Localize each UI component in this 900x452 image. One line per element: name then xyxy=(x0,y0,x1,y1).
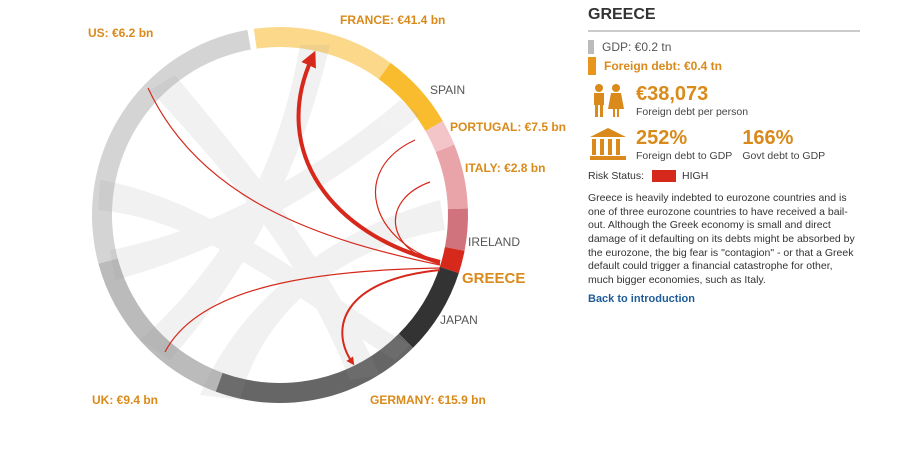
bank-icon xyxy=(590,128,626,160)
segment-label: ITALY: €2.8 bn xyxy=(465,161,545,175)
per-person-value: €38,073 xyxy=(636,83,709,105)
risk-label: Risk Status: xyxy=(588,170,645,182)
ring-segment[interactable] xyxy=(378,62,443,132)
foreign-gdp-value: 252% xyxy=(636,127,688,149)
description: Greece is heavily indebted to eurozone c… xyxy=(588,192,855,286)
segment-label: GERMANY: €15.9 bn xyxy=(370,393,486,407)
ring-segment[interactable] xyxy=(91,29,251,264)
ring-segment[interactable] xyxy=(435,144,468,210)
segment-label: GREECE xyxy=(462,270,525,287)
ring-segment[interactable] xyxy=(439,247,465,274)
greece-chords xyxy=(147,50,441,366)
risk-value: HIGH xyxy=(682,170,709,182)
people-icon xyxy=(594,84,624,117)
per-person-label: Foreign debt per person xyxy=(636,106,749,118)
govt-gdp-value: 166% xyxy=(742,127,794,149)
segment-label: UK: €9.4 bn xyxy=(92,393,158,407)
segment-label: IRELAND xyxy=(468,235,520,249)
ring-segment[interactable] xyxy=(253,27,391,80)
info-panel: GREECE GDP: €0.2 tn Foreign debt: €0.4 t… xyxy=(588,4,860,305)
segment-label: FRANCE: €41.4 bn xyxy=(340,13,445,27)
ring-segment[interactable] xyxy=(98,258,223,392)
segment-label: SPAIN xyxy=(430,83,465,97)
segment-label: JAPAN xyxy=(440,313,478,327)
ring-segment[interactable] xyxy=(215,333,413,403)
ring xyxy=(91,27,468,403)
back-link[interactable]: Back to introduction xyxy=(588,293,695,306)
foreign-gdp-label: Foreign debt to GDP xyxy=(636,150,733,162)
ring-segment[interactable] xyxy=(425,121,455,153)
background-chords xyxy=(98,45,445,400)
govt-gdp-label: Govt debt to GDP xyxy=(742,150,826,162)
segment-label: PORTUGAL: €7.5 bn xyxy=(450,120,566,134)
chord-diagram: US: €6.2 bn FRANCE: €41.4 bn SPAIN PORTU… xyxy=(88,13,566,407)
foreign-debt: Foreign debt: €0.4 tn xyxy=(604,59,723,73)
ring-segment[interactable] xyxy=(444,208,468,251)
ring-segment[interactable] xyxy=(398,266,459,348)
panel-title: GREECE xyxy=(588,4,860,32)
segment-label: US: €6.2 bn xyxy=(88,26,153,40)
gdp: GDP: €0.2 tn xyxy=(602,40,672,54)
